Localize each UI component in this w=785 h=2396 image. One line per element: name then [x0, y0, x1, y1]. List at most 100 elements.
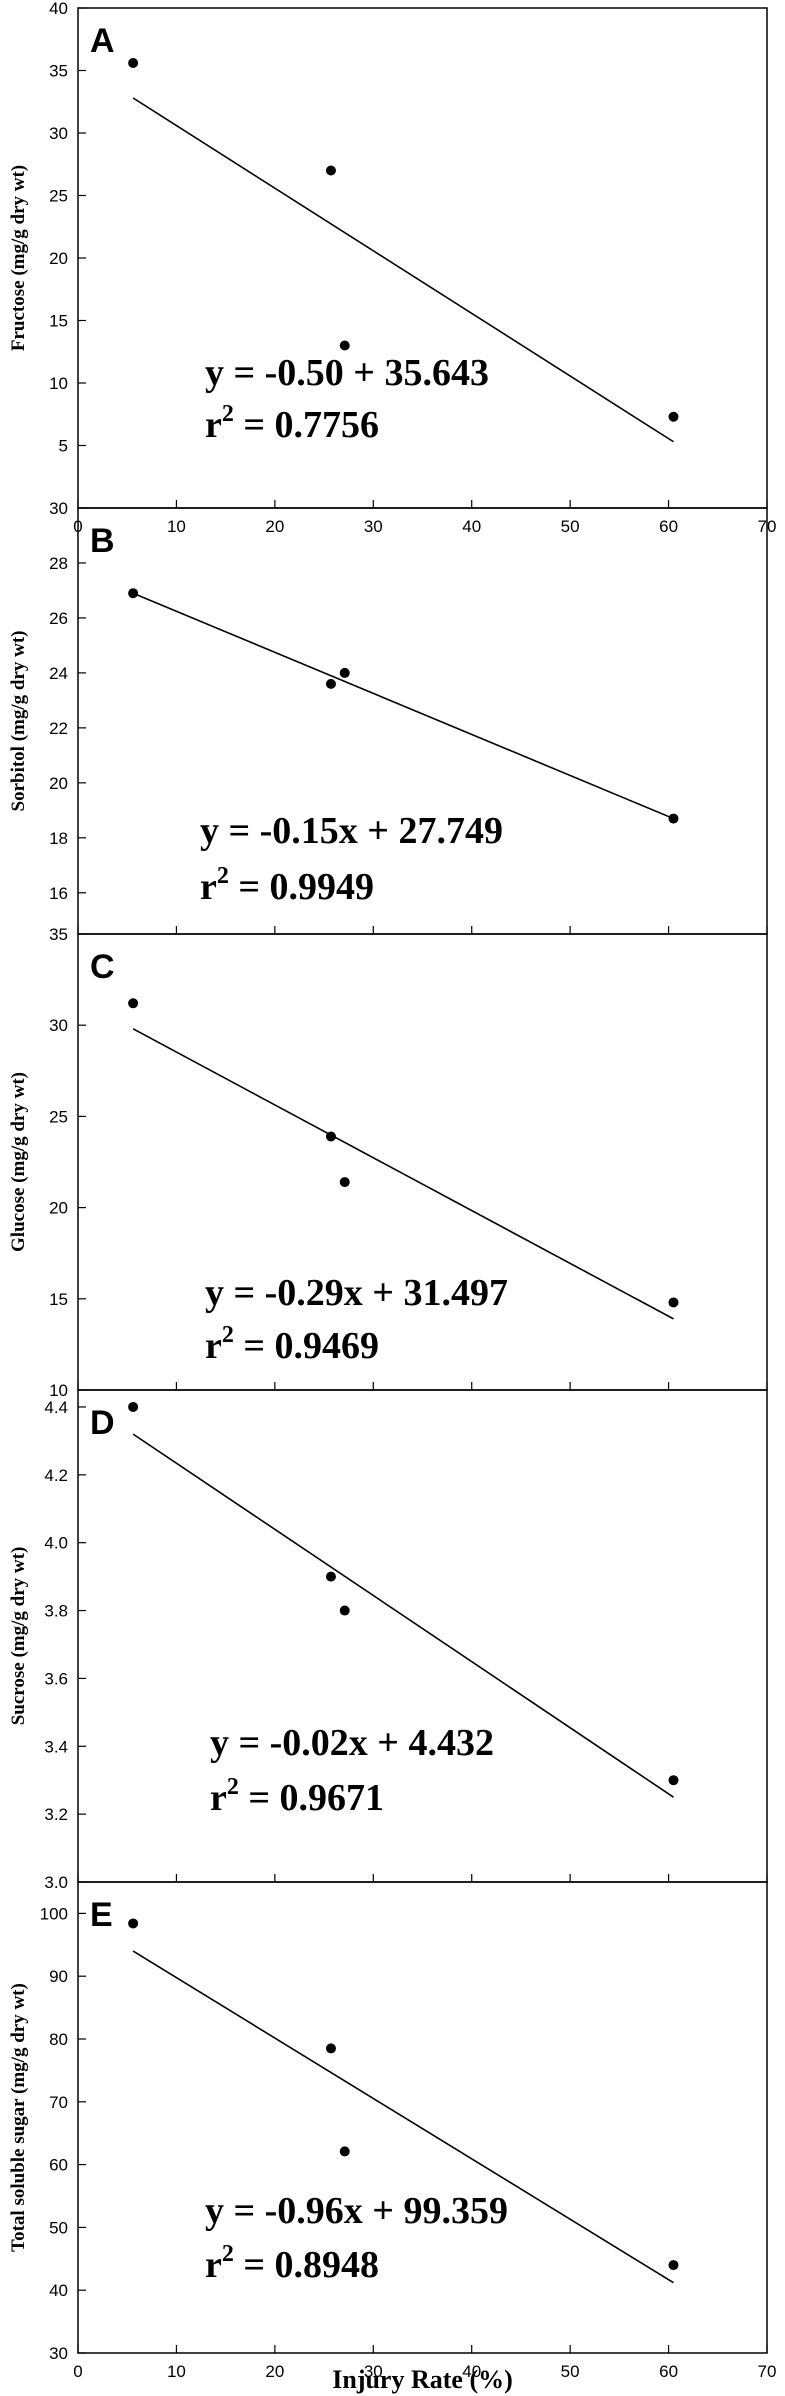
- r-squared: r2 = 0.9469: [205, 1322, 379, 1367]
- y-tick-label: 60: [49, 2156, 68, 2175]
- x-tick-label: 30: [364, 517, 383, 536]
- panel-label: D: [90, 1404, 115, 1442]
- x-tick-label: 10: [167, 2362, 186, 2381]
- y-tick-label: 40: [49, 2281, 68, 2300]
- r-squared-symbol: r: [200, 866, 217, 908]
- data-point: [668, 1297, 679, 1308]
- y-tick-label: 3.6: [44, 1669, 68, 1688]
- y-tick-label: 30: [49, 2344, 68, 2363]
- y-tick-label: 20: [49, 774, 68, 793]
- r-squared-symbol: r: [205, 2244, 222, 2286]
- y-tick-label: 24: [49, 664, 68, 683]
- x-tick-label: 50: [561, 2362, 580, 2381]
- y-axis-label: Sorbitol (mg/g dry wt): [8, 630, 29, 811]
- data-point: [128, 1401, 139, 1412]
- data-point: [325, 1131, 336, 1142]
- y-tick-label: 10: [49, 374, 68, 393]
- r-squared: r2 = 0.9671: [210, 1774, 384, 1819]
- r-squared-value: = 0.9949: [229, 866, 374, 908]
- y-axis-label: Total soluble sugar (mg/g dry wt): [8, 1983, 29, 2252]
- trend-line: [132, 1433, 674, 1798]
- r-squared-symbol: r: [205, 404, 222, 446]
- y-tick-label: 3.0: [44, 1873, 68, 1892]
- trend-line: [132, 1028, 674, 1320]
- r-squared-exponent: 2: [217, 863, 229, 889]
- data-point: [325, 678, 336, 689]
- r-squared-exponent: 2: [222, 1322, 234, 1348]
- r-squared: r2 = 0.7756: [205, 401, 379, 446]
- r-squared-exponent: 2: [222, 401, 234, 427]
- y-tick-label: 25: [49, 1107, 68, 1126]
- regression-equation: y = -0.15x + 27.749: [200, 810, 503, 852]
- panel-label: E: [90, 1896, 113, 1934]
- x-tick-label: 0: [73, 2362, 82, 2381]
- y-tick-label: 3.8: [44, 1602, 68, 1621]
- panel-b: 16 18 20 22 24 26 28 30 B Sorbitol (mg/g dry wt) y…: [8, 499, 768, 935]
- panel-d: 3.0 3.2 3.4 3.6 3.8 4.0 4.2 4.4 D Sucrose (mg/g d…: [8, 1389, 768, 1892]
- plot-frame: [77, 1881, 768, 2354]
- data-point: [128, 58, 139, 68]
- y-tick-label: 30: [49, 1016, 68, 1035]
- r-squared-symbol: r: [210, 1777, 227, 1819]
- x-tick-label: 60: [659, 517, 678, 536]
- x-tick-label: 40: [462, 517, 481, 536]
- y-tick-label: 5: [59, 437, 68, 456]
- data-point: [128, 998, 139, 1009]
- y-tick-label: 50: [49, 2218, 68, 2237]
- data-point: [339, 340, 350, 351]
- data-point: [325, 2043, 336, 2054]
- plot-frame: [77, 1389, 768, 1883]
- x-tick-label: 70: [758, 2362, 777, 2381]
- x-tick-label: 10: [167, 517, 186, 536]
- y-tick-label: 30: [49, 499, 68, 518]
- panel-label: A: [90, 22, 115, 60]
- x-tick-label: 40: [462, 2362, 481, 2381]
- panel-e: 30 40 50 60 70 80 90 100 0 10 20 30 40 50 60 70 E Total s…: [8, 1881, 777, 2381]
- regression-equation: y = -0.50 + 35.643: [205, 352, 489, 394]
- y-tick-label: 4.4: [44, 1398, 68, 1417]
- r-squared: r2 = 0.9949: [200, 863, 374, 908]
- r-squared-value: = 0.9469: [234, 1325, 379, 1367]
- y-tick-label: 10: [49, 1381, 68, 1400]
- x-tick-label: 20: [265, 2362, 284, 2381]
- r-squared-value: = 0.8948: [234, 2244, 379, 2286]
- y-tick-label: 90: [49, 1967, 68, 1986]
- r-squared: r2 = 0.8948: [205, 2241, 379, 2286]
- r-squared-value: = 0.9671: [239, 1777, 384, 1819]
- data-point: [339, 2146, 350, 2157]
- trend-line: [132, 592, 674, 820]
- y-tick-label: 20: [49, 249, 68, 268]
- y-tick-label: 35: [49, 62, 68, 81]
- y-tick-label: 4.0: [44, 1534, 68, 1553]
- data-point: [668, 411, 679, 422]
- y-tick-label: 35: [49, 925, 68, 944]
- y-axis-label: Sucrose (mg/g dry wt): [8, 1547, 29, 1726]
- y-tick-label: 16: [49, 884, 68, 903]
- panel-label: C: [90, 948, 115, 986]
- plot-frame: [77, 7, 768, 509]
- data-point: [668, 2260, 679, 2271]
- trend-line: [132, 1950, 674, 2284]
- r-squared-value: = 0.7756: [234, 404, 379, 446]
- x-tick-label: 30: [364, 2362, 383, 2381]
- y-tick-label: 3.4: [44, 1737, 68, 1756]
- data-point: [339, 1605, 350, 1616]
- y-tick-label: 80: [49, 2030, 68, 2049]
- data-point: [325, 1571, 336, 1582]
- data-point: [128, 588, 139, 599]
- y-tick-label: 22: [49, 719, 68, 738]
- y-tick-label: 70: [49, 2093, 68, 2112]
- y-axis-label: Glucose (mg/g dry wt): [8, 1072, 29, 1252]
- regression-equation: y = -0.02x + 4.432: [210, 1722, 494, 1764]
- data-point: [668, 1775, 679, 1786]
- data-point: [128, 1918, 139, 1929]
- x-tick-label: 60: [659, 2362, 678, 2381]
- x-tick-label: 50: [561, 517, 580, 536]
- plot-frame: [77, 507, 768, 935]
- data-point: [339, 1177, 350, 1188]
- plot-frame: [77, 933, 768, 1391]
- y-tick-label: 4.2: [44, 1466, 68, 1485]
- regression-equation: y = -0.29x + 31.497: [205, 1272, 508, 1314]
